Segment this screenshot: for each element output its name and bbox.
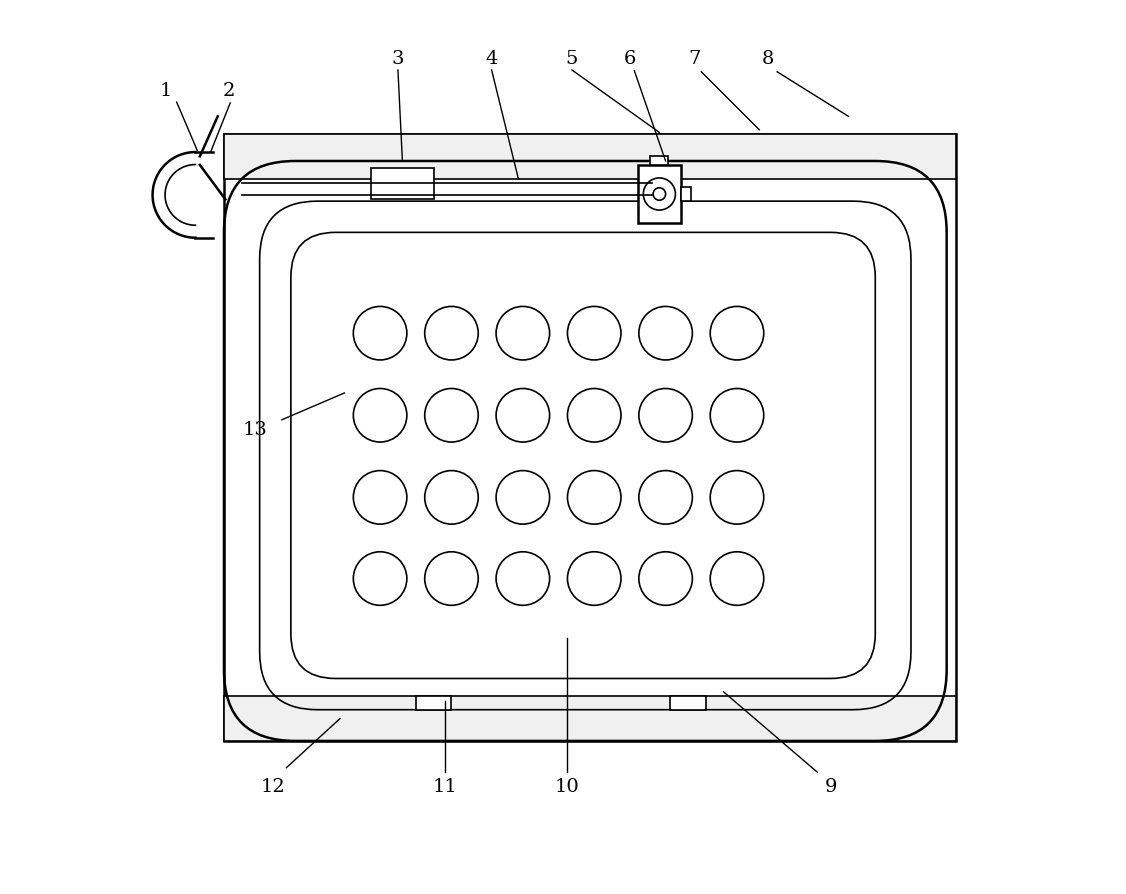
Bar <box>651 157 669 165</box>
Circle shape <box>638 307 692 360</box>
Text: 1: 1 <box>160 81 172 99</box>
Text: 7: 7 <box>689 50 701 68</box>
Text: 5: 5 <box>565 50 578 68</box>
Text: 12: 12 <box>260 777 285 795</box>
Circle shape <box>354 307 406 360</box>
Bar <box>372 169 434 200</box>
Bar <box>224 696 956 741</box>
Bar <box>638 165 681 224</box>
Circle shape <box>711 471 763 525</box>
Circle shape <box>425 471 479 525</box>
Circle shape <box>643 179 676 211</box>
Circle shape <box>711 552 763 605</box>
Bar <box>681 188 691 202</box>
Circle shape <box>711 389 763 443</box>
Bar <box>415 696 452 710</box>
Text: 3: 3 <box>392 50 404 68</box>
Circle shape <box>568 552 622 605</box>
Circle shape <box>425 552 479 605</box>
Circle shape <box>568 389 622 443</box>
Text: 10: 10 <box>555 777 580 795</box>
Circle shape <box>497 389 549 443</box>
Circle shape <box>638 471 692 525</box>
Circle shape <box>497 471 549 525</box>
Circle shape <box>497 552 549 605</box>
Circle shape <box>568 471 622 525</box>
Circle shape <box>568 307 622 360</box>
Circle shape <box>425 389 479 443</box>
Text: 4: 4 <box>485 50 498 68</box>
Bar <box>670 696 706 710</box>
Text: 6: 6 <box>624 50 636 68</box>
Bar <box>224 135 956 741</box>
Circle shape <box>711 307 763 360</box>
Circle shape <box>354 471 406 525</box>
Circle shape <box>638 389 692 443</box>
Circle shape <box>497 307 549 360</box>
Text: 13: 13 <box>243 420 268 438</box>
Text: 11: 11 <box>432 777 457 795</box>
Circle shape <box>638 552 692 605</box>
Text: 9: 9 <box>824 777 837 795</box>
Text: 8: 8 <box>762 50 775 68</box>
Circle shape <box>354 552 406 605</box>
Circle shape <box>425 307 479 360</box>
Text: 2: 2 <box>222 81 234 99</box>
Bar <box>224 135 956 180</box>
Circle shape <box>354 389 406 443</box>
